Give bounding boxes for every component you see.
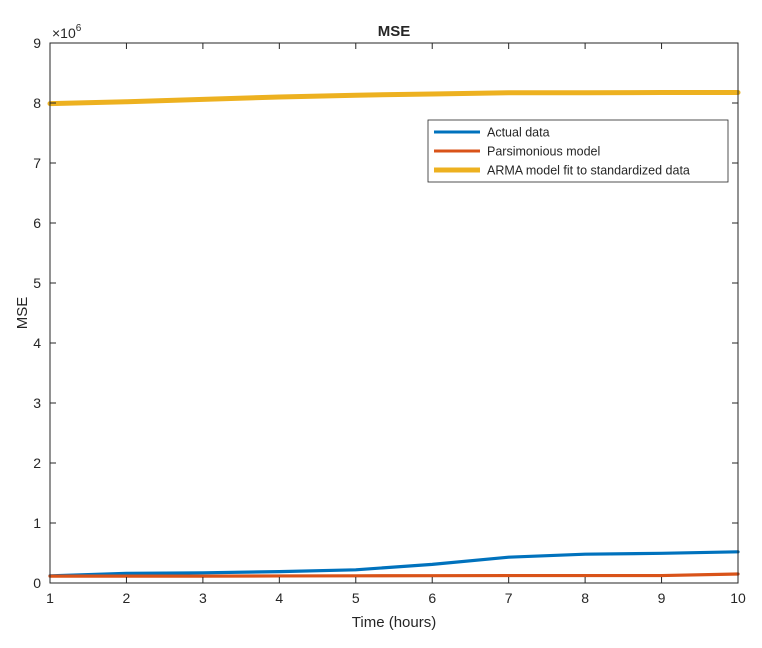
y-tick-label: 6 [33,215,41,231]
x-tick-label: 2 [123,590,131,606]
legend-label: Parsimonious model [487,145,600,159]
series-line-2 [48,572,740,578]
chart-title: MSE [378,23,411,40]
y-tick-label: 1 [33,515,41,531]
x-tick-label: 3 [199,590,207,606]
y-axis: 0 1 2 3 4 5 6 7 8 9 [33,35,738,591]
x-tick-label: 5 [352,590,360,606]
x-tick-label: 6 [428,590,436,606]
y-tick-label: 5 [33,275,41,291]
plot-frame [49,42,739,584]
legend-label: Actual data [487,126,550,140]
y-tick-label: 9 [33,35,41,51]
y-axis-multiplier: ×106 [52,23,82,41]
y-tick-label: 7 [33,155,41,171]
x-tick-label: 10 [730,590,746,606]
x-tick-label: 4 [275,590,283,606]
x-tick-label: 7 [505,590,513,606]
y-axis-label: MSE [14,297,31,330]
legend: Actual data Parsimonious model ARMA model … [427,119,729,183]
y-tick-label: 4 [33,335,41,351]
y-tick-label: 0 [33,575,41,591]
series-line-3 [47,90,741,107]
y-tick-label: 8 [33,95,41,111]
x-tick-label: 8 [581,590,589,606]
y-tick-label: 3 [33,395,41,411]
x-tick-label: 1 [46,590,54,606]
series-line-1 [48,550,740,578]
x-axis-label: Time (hours) [352,614,436,631]
legend-label: ARMA model fit to standardized data [487,164,690,178]
series-lines [47,90,741,578]
y-tick-label: 2 [33,455,41,471]
x-axis: 1 2 3 4 5 6 7 8 9 10 [46,43,746,606]
x-tick-label: 9 [658,590,666,606]
